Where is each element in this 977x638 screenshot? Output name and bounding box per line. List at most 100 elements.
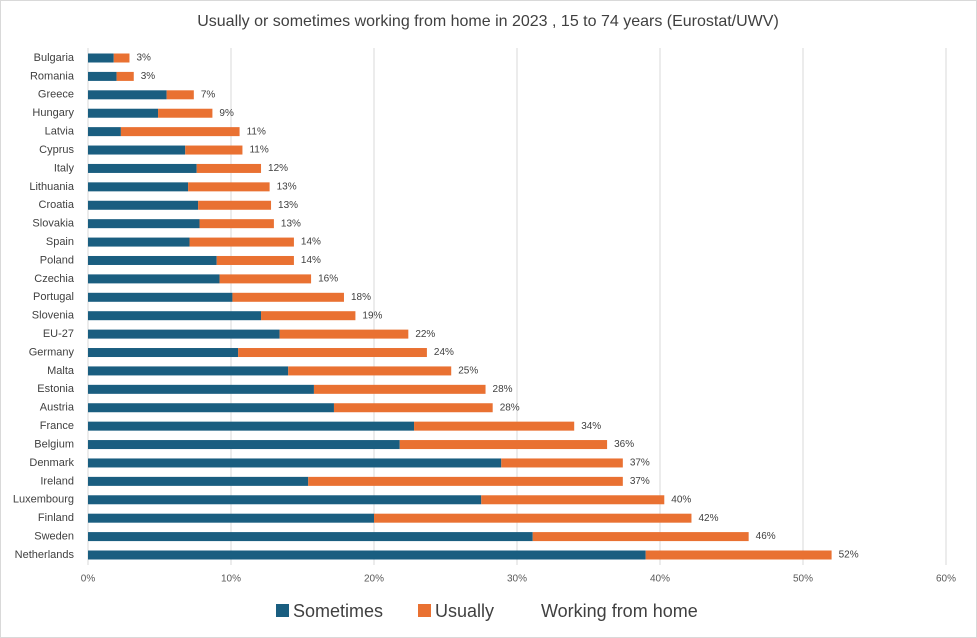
data-label: 24% (434, 347, 454, 358)
data-label: 13% (278, 200, 298, 211)
bar-segment (88, 495, 482, 505)
bar-segment (645, 550, 832, 560)
y-tick-label: France (40, 420, 74, 432)
data-label: 25% (458, 366, 478, 377)
data-label: 3% (141, 71, 156, 82)
bar-segment (399, 440, 608, 450)
data-label: 28% (493, 384, 513, 395)
bar-segment (261, 311, 356, 321)
data-label: 42% (698, 513, 718, 524)
chart-title: Usually or sometimes working from home i… (197, 13, 779, 30)
data-label: 7% (201, 89, 216, 100)
bar-segment (88, 513, 374, 523)
x-tick-label: 30% (507, 574, 527, 585)
y-tick-label: Latvia (45, 126, 75, 138)
x-tick-label: 60% (936, 574, 956, 585)
bar-segment (308, 476, 623, 486)
bar-segment (88, 384, 314, 394)
bar-segment (158, 108, 213, 118)
bar-segment (88, 458, 502, 468)
bar-segment (88, 292, 233, 302)
bar-segment (88, 440, 400, 450)
data-label: 22% (415, 329, 435, 340)
bar-segment (88, 127, 121, 137)
y-tick-label: Greece (38, 89, 74, 101)
bar-segment (88, 329, 280, 339)
y-tick-label: Austria (40, 402, 75, 414)
bar-segment (88, 163, 197, 173)
y-tick-label: Sweden (34, 530, 74, 542)
bar-segment (88, 311, 262, 321)
bar-segment (414, 421, 575, 431)
x-tick-label: 20% (364, 574, 384, 585)
y-tick-label: Hungary (32, 107, 74, 119)
data-label: 37% (630, 458, 650, 469)
y-tick-label: Portugal (33, 291, 74, 303)
y-tick-label: Denmark (29, 457, 74, 469)
bar-segment (88, 71, 117, 81)
bar-segment (88, 145, 186, 155)
legend-label: Usually (435, 601, 494, 621)
data-label: 3% (136, 53, 151, 64)
data-label: 14% (301, 255, 321, 266)
y-tick-label: Lithuania (29, 181, 75, 193)
x-tick-label: 40% (650, 574, 670, 585)
bar-segment (88, 255, 217, 265)
bar-segment (216, 255, 294, 265)
y-tick-label: Slovenia (32, 310, 75, 322)
data-label: 34% (581, 421, 601, 432)
bar-segment (120, 127, 240, 137)
y-tick-label: Czechia (34, 273, 75, 285)
bar-segment (88, 366, 289, 376)
bar-segment (232, 292, 344, 302)
bar-segment (188, 182, 270, 192)
data-label: 40% (671, 494, 691, 505)
bar-segment (501, 458, 623, 468)
data-label: 9% (219, 108, 234, 119)
legend-swatch (418, 604, 431, 617)
bar-segment (219, 274, 312, 284)
y-tick-label: Cyprus (39, 144, 74, 156)
y-tick-label: Netherlands (15, 549, 75, 561)
data-label: 11% (249, 145, 268, 156)
bar-segment (238, 348, 427, 358)
bar-segment (116, 71, 134, 81)
bar-segment (374, 513, 692, 523)
legend-label: Working from home (541, 601, 698, 621)
bar-segment (88, 90, 167, 100)
bar-segment (88, 200, 199, 210)
bar-segment (88, 182, 189, 192)
y-tick-label: Croatia (39, 199, 75, 211)
bar-segment (88, 403, 334, 413)
legend-label: Sometimes (293, 601, 383, 621)
bar-segment (199, 219, 274, 229)
x-tick-label: 50% (793, 574, 813, 585)
y-tick-label: Bulgaria (34, 52, 75, 64)
bar-segment (113, 53, 130, 63)
bar-segment (88, 550, 646, 560)
data-label: 12% (268, 163, 288, 174)
bar-segment (166, 90, 194, 100)
data-label: 16% (318, 274, 338, 285)
x-tick-label: 0% (81, 574, 96, 585)
bar-segment (279, 329, 409, 339)
y-tick-label: Romania (30, 70, 75, 82)
data-label: 13% (281, 218, 301, 229)
bar-segment (313, 384, 486, 394)
y-tick-label: Spain (46, 236, 74, 248)
bar-segment (88, 348, 239, 358)
y-tick-label: Malta (47, 365, 75, 377)
bar-segment (185, 145, 243, 155)
bar-segment (88, 219, 200, 229)
data-label: 46% (756, 531, 776, 542)
data-label: 19% (362, 310, 382, 321)
bar-segment (88, 274, 220, 284)
bar-segment (481, 495, 665, 505)
data-label: 11% (247, 126, 266, 137)
bar-segment (198, 200, 272, 210)
y-tick-label: Slovakia (32, 218, 74, 230)
y-tick-label: Italy (54, 162, 75, 174)
bar-segment (189, 237, 294, 247)
bar-segment (196, 163, 262, 173)
